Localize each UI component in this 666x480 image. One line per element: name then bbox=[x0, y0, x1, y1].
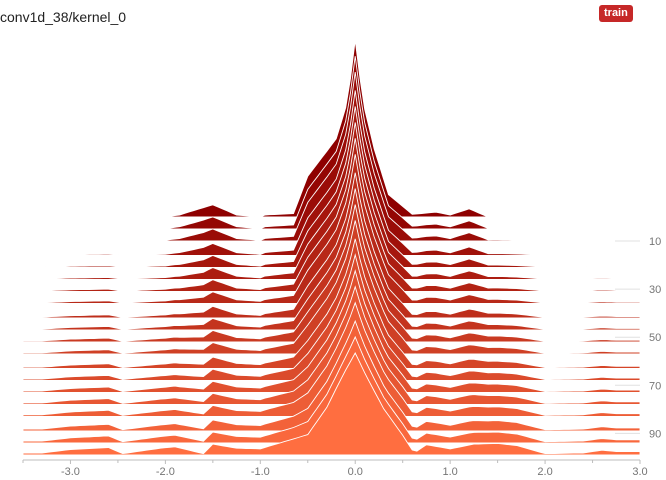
value-tick-label: 1.0 bbox=[443, 466, 458, 478]
value-tick-label: 3.0 bbox=[632, 466, 647, 478]
value-tick-label: -3.0 bbox=[61, 466, 80, 478]
value-tick-label: -2.0 bbox=[156, 466, 175, 478]
histogram-slice-step-89[interactable] bbox=[22, 319, 641, 432]
histogram-slice-step-78[interactable] bbox=[22, 285, 641, 405]
step-tick-label: 30 bbox=[649, 284, 661, 296]
histogram-slice-step-73[interactable] bbox=[22, 269, 641, 393]
histogram-slice-step-94[interactable] bbox=[22, 335, 641, 444]
run-tag-badge[interactable]: train bbox=[599, 5, 633, 22]
value-tick-label: 0.0 bbox=[348, 466, 363, 478]
step-axis: 10 30 50 70 90 bbox=[615, 236, 661, 440]
chart-title: conv1d_38/kernel_0 bbox=[0, 9, 127, 25]
histogram-slices bbox=[22, 40, 641, 456]
step-tick-label: 50 bbox=[649, 332, 661, 344]
value-axis: -3.0 -2.0 -1.0 0.0 1.0 2.0 3.0 bbox=[22, 459, 648, 478]
step-tick-label: 90 bbox=[649, 428, 661, 440]
step-tick-label: 10 bbox=[649, 236, 661, 248]
histogram-slice-step-99[interactable] bbox=[22, 352, 641, 456]
step-tick-label: 70 bbox=[649, 380, 661, 392]
histogram-slice-step-83[interactable] bbox=[22, 301, 641, 417]
value-tick-label: 2.0 bbox=[537, 466, 552, 478]
value-tick-label: -1.0 bbox=[251, 466, 270, 478]
